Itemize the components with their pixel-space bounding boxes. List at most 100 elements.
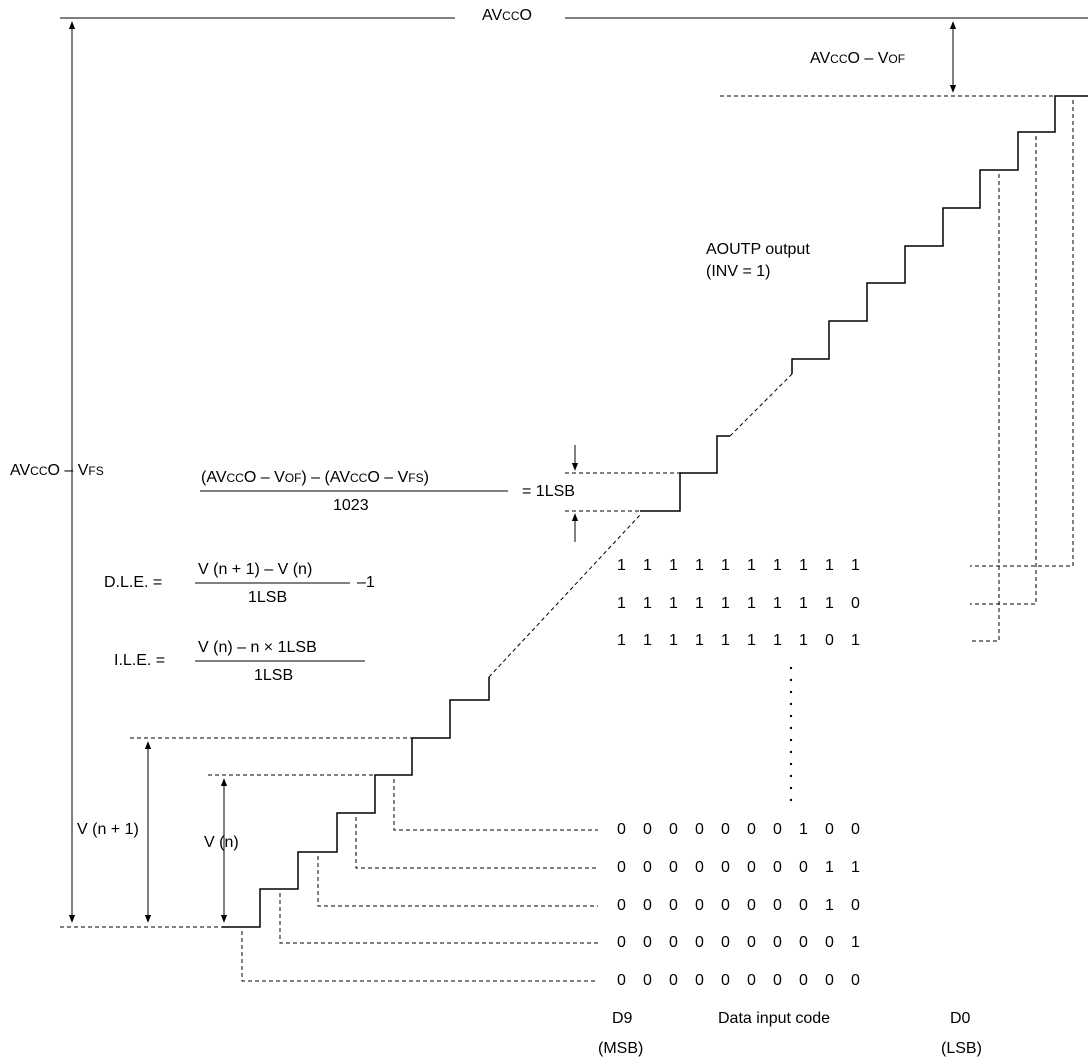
bit-d3: 0 [773,972,782,989]
code-connector-bottom-4 [279,893,598,944]
data-input-code-label: Data input code [718,1010,831,1027]
lsb-num-a: (AV [201,469,227,486]
dle-numerator: V (n + 1) – V (n) [198,561,313,578]
bit-d9: 0 [617,897,626,914]
bit-d1: 1 [825,897,834,914]
bit-d8: 0 [643,934,652,951]
avcco-prefix: AV [482,7,503,24]
bit-d8: 1 [643,595,652,612]
d0-label: D0 [950,1010,971,1027]
bit-d6: 1 [695,557,704,574]
dle-denominator: 1LSB [248,589,288,606]
output-label-line1: AOUTP output [706,241,810,258]
bit-d5: 0 [721,897,730,914]
bit-d1: 0 [825,972,834,989]
bit-d4: 1 [747,595,756,612]
code-connector-bottom-2 [355,817,598,869]
bit-d3: 1 [773,595,782,612]
bit-d9: 1 [617,632,626,649]
lsb-num-d-sub: FS [408,471,424,485]
lsb-formula-result: = 1LSB [522,483,575,500]
bit-d0: 0 [851,897,860,914]
bit-d1: 0 [825,632,834,649]
bit-d7: 1 [669,595,678,612]
bit-d9: 0 [617,972,626,989]
bit-d6: 0 [695,972,704,989]
bit-d7: 1 [669,632,678,649]
bit-d9: 1 [617,595,626,612]
bit-d2: 1 [799,632,808,649]
lsb-num-a-sub: CC [226,471,244,485]
bit-d5: 0 [721,821,730,838]
bit-d5: 0 [721,972,730,989]
bit-d7: 0 [669,897,678,914]
bit-d4: 1 [747,557,756,574]
bit-d0: 0 [851,821,860,838]
bit-d7: 0 [669,934,678,951]
code-connector-bottom-3 [317,856,598,907]
staircase-upper [791,95,1088,374]
bit-d8: 0 [643,897,652,914]
bit-d9: 0 [617,821,626,838]
bit-d6: 0 [695,897,704,914]
code-connector-top-3 [970,174,1000,642]
lsb-num-d: O – V [367,469,409,486]
bit-d5: 1 [721,557,730,574]
bit-d7: 0 [669,821,678,838]
bit-d0: 1 [851,632,860,649]
vertical-ellipsis [789,666,793,802]
lsb-num-b-sub: OF [284,471,302,485]
bit-d6: 0 [695,821,704,838]
bit-d0: 1 [851,859,860,876]
lsb-num-b: O – V [243,469,285,486]
bit-d6: 1 [695,632,704,649]
bit-d3: 1 [773,557,782,574]
bit-d1: 0 [825,934,834,951]
lsb-num-c: ) – (AV [301,469,351,486]
offset-sub2: OF [888,52,906,66]
bit-d3: 0 [773,934,782,951]
staircase-lower [222,677,490,928]
bit-d2: 0 [799,972,808,989]
fullscale-mid: O – V [47,462,89,479]
bit-d4: 0 [747,897,756,914]
code-connector-top-1 [970,100,1074,567]
lsb-num-e: ) [423,469,429,486]
lsb-formula-denominator: 1023 [333,497,369,514]
bit-d1: 1 [825,595,834,612]
fullscale-sub: CC [30,464,48,478]
output-label-line2: (INV = 1) [706,263,771,280]
vn1-label: V (n + 1) [77,821,139,838]
lsb-label: (LSB) [941,1040,982,1057]
avcco-label: AVCCO [482,7,532,25]
staircase-dashed-lower [488,514,641,678]
bit-d0: 0 [851,972,860,989]
bit-d8: 1 [643,632,652,649]
ile-numerator: V (n) – n × 1LSB [198,639,317,656]
bit-d4: 0 [747,821,756,838]
code-connector-bottom-1 [393,779,598,831]
bit-d8: 0 [643,972,652,989]
offset-label: AVCCO – VOF [810,50,905,68]
bit-d5: 0 [721,859,730,876]
bit-d2: 1 [799,821,808,838]
fullscale-sub2: FS [88,464,104,478]
bit-d0: 1 [851,557,860,574]
avcco-suffix: O [519,7,532,24]
bit-d1: 1 [825,859,834,876]
bit-d0: 1 [851,934,860,951]
code-connector-bottom-5 [241,931,598,982]
bit-d7: 1 [669,557,678,574]
code-connector-top-2 [970,136,1037,605]
d9-label: D9 [612,1010,633,1027]
bit-d6: 0 [695,859,704,876]
fullscale-prefix: AV [10,462,31,479]
staircase-dashed-upper [729,373,793,437]
bit-d5: 1 [721,595,730,612]
